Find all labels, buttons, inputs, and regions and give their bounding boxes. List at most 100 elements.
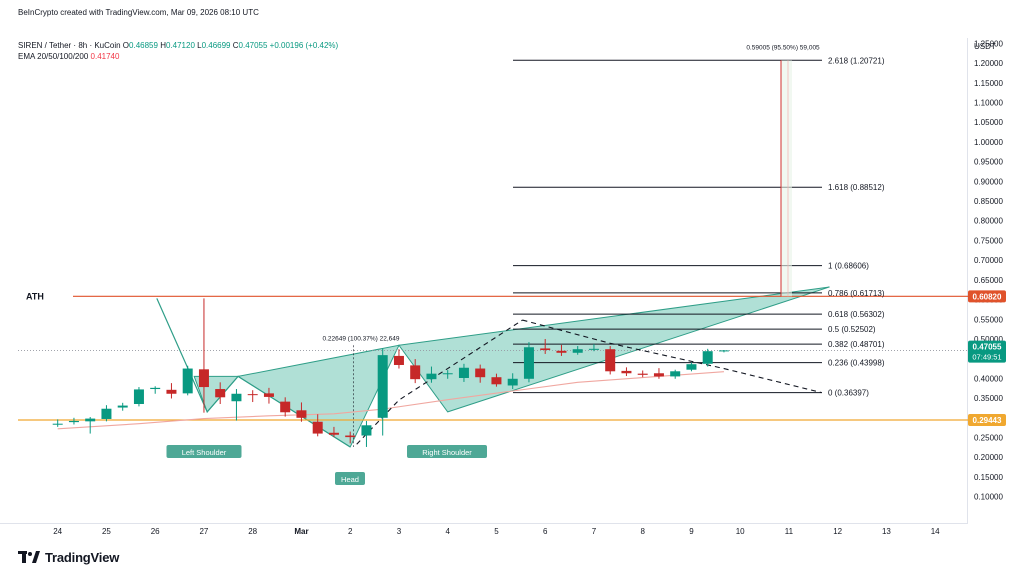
- fib-level-label: 1 (0.68606): [828, 262, 869, 271]
- ohlc-high-label: H: [160, 41, 166, 50]
- ath-label: ATH: [26, 291, 44, 301]
- x-tick-label: 3: [397, 527, 402, 536]
- candle-body: [523, 347, 534, 379]
- candle-body: [361, 425, 372, 436]
- candle-body: [605, 349, 616, 372]
- ema-label: EMA 20/50/100/200: [18, 52, 89, 61]
- x-tick-label: 11: [785, 527, 794, 536]
- y-tick-label: 0.95000: [974, 158, 1003, 167]
- candle-body: [231, 393, 242, 402]
- candle-body: [621, 370, 632, 374]
- x-tick-label: 24: [53, 527, 62, 536]
- candle-body: [426, 373, 437, 380]
- ath-price-tag-bg: [968, 290, 1006, 303]
- head-and-shoulders-pattern: [156, 286, 830, 448]
- candle-body: [182, 368, 193, 394]
- y-tick-label: 0.15000: [974, 473, 1003, 482]
- candle-body: [133, 389, 144, 405]
- x-tick-label: 25: [102, 527, 111, 536]
- y-tick-label: 0.50000: [974, 335, 1003, 344]
- left-shoulder-label: Left Shoulder: [182, 448, 227, 457]
- right-shoulder-label: Right Shoulder: [422, 448, 472, 457]
- ath-price-tag: 0.60820: [973, 292, 1002, 301]
- y-tick-label: 0.40000: [974, 374, 1003, 383]
- ohlc-change: +0.00196 (+0.42%): [269, 41, 339, 50]
- symbol-title: SIREN / Tether · 8h · KuCoin: [18, 41, 121, 50]
- y-tick-label: 0.90000: [974, 177, 1003, 186]
- support-price-tag: 0.29443: [973, 416, 1002, 425]
- x-tick-label: 7: [592, 527, 597, 536]
- fib-level-label: 0.236 (0.43998): [828, 359, 885, 368]
- y-tick-label: 0.35000: [974, 394, 1003, 403]
- trend-dashed: [522, 319, 822, 394]
- tradingview-logo-icon: [18, 551, 40, 563]
- candle-body: [68, 420, 79, 423]
- fib-level-label: 0.786 (0.61713): [828, 289, 885, 298]
- fib-level-label: 0.382 (0.48701): [828, 340, 885, 349]
- candle-body: [637, 373, 648, 375]
- candles: [52, 298, 729, 447]
- y-tick-label: 0.65000: [974, 276, 1003, 285]
- fib-level-label: 0.618 (0.56302): [828, 310, 885, 319]
- y-tick-label: 0.10000: [974, 493, 1003, 502]
- bar-countdown: 07:49:51: [972, 353, 1001, 362]
- y-tick-label: 1.05000: [974, 118, 1003, 127]
- y-tick-label: 1.15000: [974, 79, 1003, 88]
- x-tick-label: 2: [348, 527, 353, 536]
- x-tick-label: 13: [882, 527, 891, 536]
- candle-body: [247, 394, 258, 396]
- fib-level-label: 0.5 (0.52502): [828, 325, 876, 334]
- candle-body: [410, 365, 421, 380]
- candle-body: [670, 371, 681, 377]
- candle-body: [52, 423, 63, 425]
- left-shoulder-label-bg: [166, 445, 242, 458]
- last-price-tag-bg: [968, 340, 1006, 363]
- x-tick-label: 26: [151, 527, 160, 536]
- currency-label[interactable]: USDT: [974, 42, 996, 51]
- y-tick-label: 0.70000: [974, 256, 1003, 265]
- projection-box: [781, 60, 792, 297]
- candle-body: [393, 355, 404, 365]
- x-tick-label: 14: [931, 527, 940, 536]
- y-tick-label: 1.00000: [974, 138, 1003, 147]
- candle-body: [377, 355, 388, 418]
- candle-body: [166, 389, 177, 394]
- tradingview-logo[interactable]: TradingView: [18, 549, 119, 565]
- candle-body: [572, 349, 583, 353]
- x-tick-label: Mar: [294, 527, 308, 536]
- candle-body: [475, 368, 486, 378]
- candle-body: [491, 377, 502, 385]
- y-tick-label: 1.25000: [974, 39, 1003, 48]
- candle-body: [458, 367, 469, 378]
- last-price-tag: 0.47055: [973, 343, 1002, 352]
- y-tick-label: 0.80000: [974, 217, 1003, 226]
- ohlc-low-label: L: [197, 41, 202, 50]
- ema-legend[interactable]: EMA 20/50/100/200 0.41740: [18, 52, 119, 61]
- x-tick-label: 6: [543, 527, 548, 536]
- candle-body: [556, 350, 567, 353]
- target-measure-label: 0.59005 (95.50%) 59,005: [746, 44, 820, 51]
- candle-body: [702, 351, 713, 364]
- y-tick-label: 0.75000: [974, 236, 1003, 245]
- x-tick-label: 4: [445, 527, 450, 536]
- candle-body: [263, 393, 274, 397]
- candle-body: [117, 405, 128, 408]
- candle-body: [442, 373, 453, 375]
- x-tick-label: 12: [833, 527, 842, 536]
- candle-body: [686, 364, 697, 370]
- candle-body: [540, 348, 551, 351]
- candle-body: [718, 350, 729, 352]
- y-tick-label: 0.25000: [974, 434, 1003, 443]
- candle-body: [328, 432, 339, 435]
- x-tick-label: 10: [736, 527, 745, 536]
- symbol-legend[interactable]: SIREN / Tether · 8h · KuCoin O0.46859 H0…: [18, 41, 338, 50]
- ohlc-close: 0.47055: [238, 41, 268, 50]
- x-tick-label: 28: [248, 527, 257, 536]
- candle-body: [296, 410, 307, 418]
- fib-level-label: 1.618 (0.88512): [828, 183, 885, 192]
- brand-name: TradingView: [45, 549, 120, 565]
- candle-body: [312, 421, 323, 434]
- head-measure-label: 0.22649 (100.37%) 22,649: [323, 335, 400, 342]
- candle-body: [198, 369, 209, 388]
